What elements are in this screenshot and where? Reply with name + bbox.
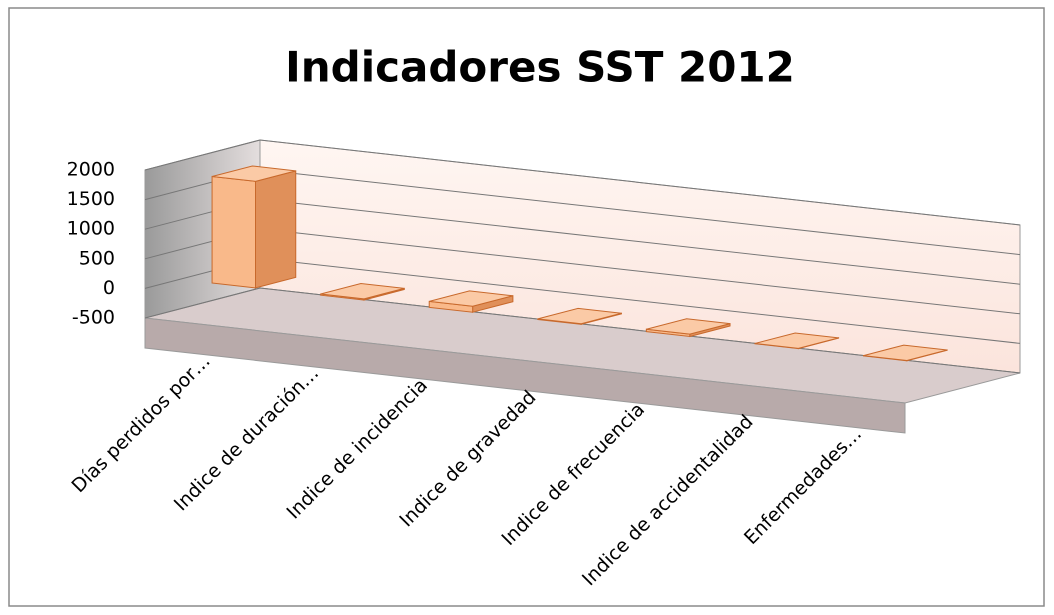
bar	[863, 344, 948, 362]
y-tick-label: 1500	[67, 188, 115, 210]
bar-top	[429, 290, 514, 307]
bar	[754, 332, 840, 350]
bar	[537, 307, 622, 325]
y-tick-label: 2000	[67, 159, 115, 181]
y-tick-label: 500	[79, 247, 115, 269]
bar	[428, 290, 514, 313]
y-tick-label: 1000	[67, 218, 115, 240]
bar-side	[255, 170, 297, 289]
bar-top	[320, 282, 405, 300]
bar-top	[754, 332, 839, 349]
bar	[211, 165, 297, 289]
y-tick-label: -500	[72, 307, 115, 329]
bar-top	[211, 165, 296, 182]
grid-line	[144, 139, 1021, 226]
chart-title: Indicadores SST 2012	[285, 43, 795, 92]
bar	[320, 282, 405, 301]
bar-top	[646, 318, 731, 335]
y-tick-label: 0	[103, 277, 115, 299]
bar	[645, 318, 731, 338]
bar-front	[211, 175, 256, 289]
bar-top	[863, 344, 948, 361]
floor-front	[144, 317, 906, 434]
bar-top	[537, 307, 622, 325]
